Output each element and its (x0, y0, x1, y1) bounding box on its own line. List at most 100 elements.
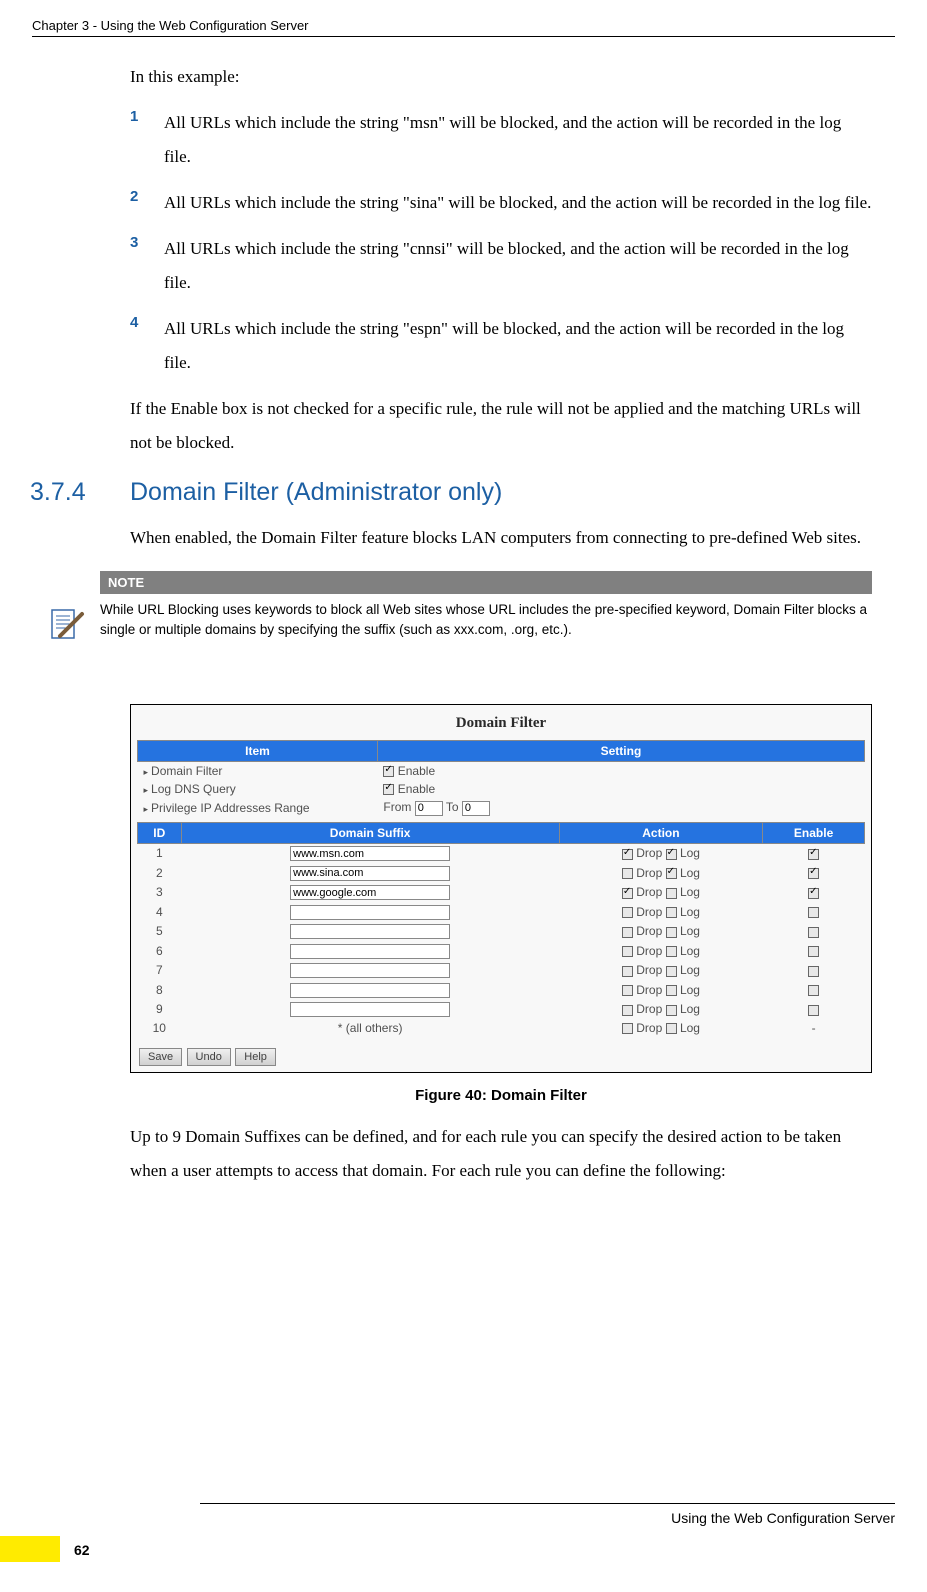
log-checkbox[interactable] (666, 946, 677, 957)
list-text: All URLs which include the string "msn" … (164, 106, 872, 174)
domain-row: 3 Drop Log (138, 883, 865, 903)
log-label: Log (680, 905, 700, 919)
enable-checkbox[interactable] (808, 927, 819, 938)
drop-checkbox[interactable] (622, 907, 633, 918)
enable-checkbox[interactable] (808, 946, 819, 957)
col-header-setting: Setting (377, 741, 864, 762)
enable-checkbox[interactable] (808, 888, 819, 899)
page-header: Chapter 3 - Using the Web Configuration … (32, 18, 895, 37)
row-id: 1 (138, 843, 182, 863)
enable-checkbox[interactable] (808, 868, 819, 879)
enable-checkbox[interactable] (808, 985, 819, 996)
after-list-text: If the Enable box is not checked for a s… (130, 392, 872, 460)
row-label: Domain Filter (144, 764, 223, 778)
drop-label: Drop (636, 905, 662, 919)
log-checkbox[interactable] (666, 966, 677, 977)
log-label: Log (680, 1021, 700, 1035)
to-label: To (446, 800, 459, 814)
log-checkbox[interactable] (666, 1005, 677, 1016)
suffix-input[interactable] (290, 905, 450, 920)
page-number: 62 (74, 1542, 90, 1558)
row-id: 6 (138, 941, 182, 961)
log-label: Log (680, 983, 700, 997)
log-checkbox[interactable] (666, 927, 677, 938)
to-input[interactable] (462, 801, 490, 816)
log-checkbox[interactable] (666, 1023, 677, 1034)
drop-label: Drop (636, 1021, 662, 1035)
figure-title: Domain Filter (137, 711, 865, 740)
drop-checkbox[interactable] (622, 946, 633, 957)
enable-checkbox[interactable] (808, 849, 819, 860)
drop-checkbox[interactable] (622, 927, 633, 938)
enable-checkbox[interactable] (383, 784, 394, 795)
button-row: Save Undo Help (137, 1047, 865, 1066)
drop-label: Drop (636, 983, 662, 997)
drop-checkbox[interactable] (622, 966, 633, 977)
row-id: 4 (138, 902, 182, 922)
suffix-input[interactable] (290, 1002, 450, 1017)
suffix-input[interactable] (290, 983, 450, 998)
list-number: 1 (130, 106, 164, 174)
enable-checkbox[interactable] (808, 966, 819, 977)
drop-checkbox[interactable] (622, 849, 633, 860)
row-label: Privilege IP Addresses Range (144, 801, 310, 815)
drop-label: Drop (636, 1002, 662, 1016)
from-label: From (383, 800, 411, 814)
list-item: 4All URLs which include the string "espn… (130, 312, 872, 380)
enable-dash: - (812, 1021, 816, 1035)
log-checkbox[interactable] (666, 849, 677, 860)
suffix-input[interactable] (290, 924, 450, 939)
drop-label: Drop (636, 944, 662, 958)
figure-caption: Figure 40: Domain Filter (130, 1087, 872, 1104)
enable-checkbox[interactable] (383, 766, 394, 777)
log-checkbox[interactable] (666, 868, 677, 879)
suffix-input[interactable] (290, 846, 450, 861)
note-box: NOTE While URL Blocking uses keywords to… (46, 571, 872, 649)
drop-checkbox[interactable] (622, 888, 633, 899)
log-checkbox[interactable] (666, 985, 677, 996)
page-footer: Using the Web Configuration Server 62 (0, 1503, 895, 1562)
suffix-input[interactable] (290, 944, 450, 959)
suffix-text: * (all others) (338, 1021, 403, 1035)
settings-row: Privilege IP Addresses Range From To (138, 798, 865, 818)
domain-row: 4 Drop Log (138, 902, 865, 922)
save-button[interactable]: Save (139, 1048, 182, 1066)
suffix-input[interactable] (290, 866, 450, 881)
suffix-input[interactable] (290, 885, 450, 900)
col-header-action: Action (559, 822, 763, 843)
log-checkbox[interactable] (666, 907, 677, 918)
section-heading: 3.7.4 Domain Filter (Administrator only) (30, 478, 872, 507)
drop-label: Drop (636, 924, 662, 938)
drop-checkbox[interactable] (622, 1005, 633, 1016)
list-text: All URLs which include the string "espn"… (164, 312, 872, 380)
log-label: Log (680, 924, 700, 938)
drop-label: Drop (636, 885, 662, 899)
domain-row: 7 Drop Log (138, 961, 865, 981)
drop-checkbox[interactable] (622, 868, 633, 879)
row-id: 3 (138, 883, 182, 903)
drop-label: Drop (636, 866, 662, 880)
drop-label: Drop (636, 846, 662, 860)
suffix-input[interactable] (290, 963, 450, 978)
row-id: 9 (138, 1000, 182, 1020)
row-id: 2 (138, 863, 182, 883)
from-input[interactable] (415, 801, 443, 816)
drop-checkbox[interactable] (622, 985, 633, 996)
section-title: Domain Filter (Administrator only) (130, 478, 502, 507)
enable-checkbox[interactable] (808, 907, 819, 918)
header-text: Chapter 3 - Using the Web Configuration … (32, 18, 309, 33)
section-intro: When enabled, the Domain Filter feature … (130, 521, 872, 555)
settings-row: Log DNS Query Enable (138, 780, 865, 798)
drop-checkbox[interactable] (622, 1023, 633, 1034)
numbered-list: 1All URLs which include the string "msn"… (130, 106, 872, 380)
help-button[interactable]: Help (235, 1048, 276, 1066)
enable-checkbox[interactable] (808, 1005, 819, 1016)
after-figure-text: Up to 9 Domain Suffixes can be defined, … (130, 1120, 872, 1188)
log-checkbox[interactable] (666, 888, 677, 899)
list-text: All URLs which include the string "sina"… (164, 186, 871, 220)
log-label: Log (680, 885, 700, 899)
figure-screenshot: Domain Filter Item Setting Domain Filter… (130, 704, 872, 1073)
list-text: All URLs which include the string "cnnsi… (164, 232, 872, 300)
undo-button[interactable]: Undo (187, 1048, 231, 1066)
log-label: Log (680, 944, 700, 958)
